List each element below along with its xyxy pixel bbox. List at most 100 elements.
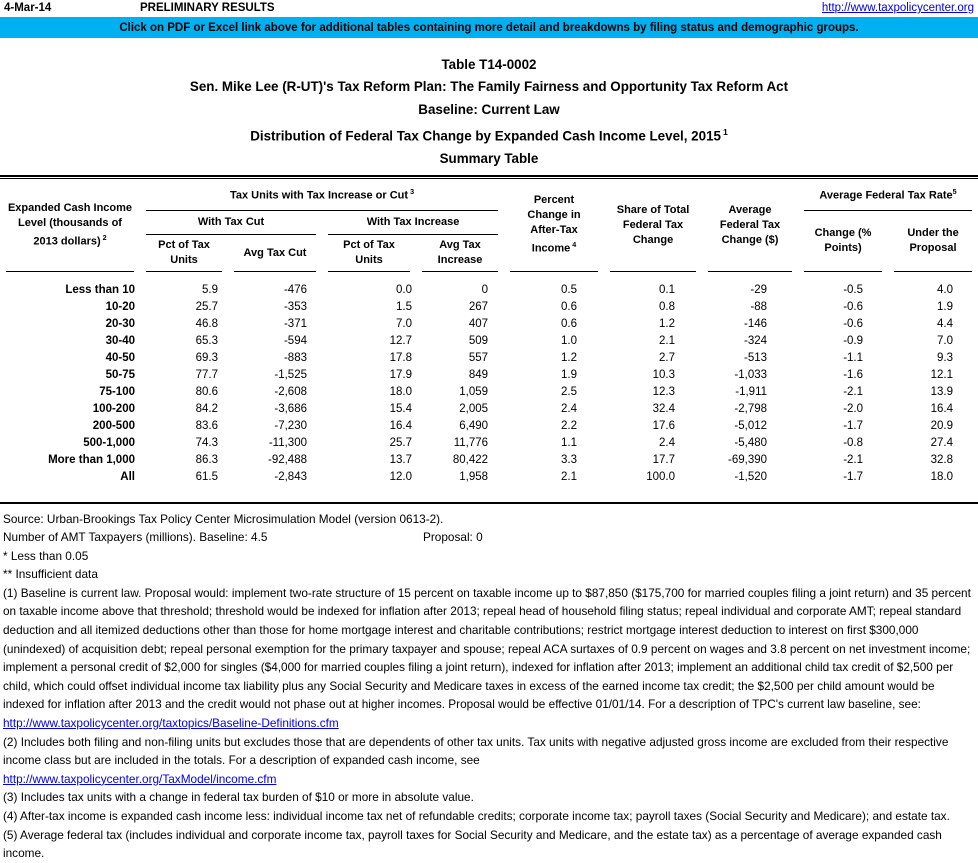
- header-rule: [708, 270, 793, 272]
- value-cell: 2.2: [561, 419, 578, 432]
- value-cell: -88: [750, 300, 768, 313]
- income-definition-link[interactable]: http://www.taxpolicycenter.org/TaxModel/…: [3, 771, 277, 786]
- table-row: 200-500 83.6 -7,230 16.4 6,490 2.2 17.6 -5,012 -…: [0, 418, 978, 435]
- value-cell: -2.1: [843, 385, 864, 398]
- value-cell: -0.6: [843, 317, 864, 330]
- income-level-label: More than 1,000: [48, 453, 135, 466]
- value-cell: 18.0: [389, 385, 412, 398]
- summary-table-title: Summary Table: [439, 151, 539, 167]
- value-cell: 80.6: [195, 385, 218, 398]
- value-cell: 17.9: [389, 368, 412, 381]
- value-cell: 17.6: [652, 419, 676, 432]
- table-number-title: Table T14-0002: [441, 57, 537, 72]
- header-tax-units-group: Tax Units with Tax Increase or Cut 3: [140, 179, 504, 211]
- value-cell: 0.8: [659, 300, 676, 313]
- value-cell: 0: [481, 283, 489, 296]
- header-rule: [510, 270, 599, 272]
- income-level-label: 500-1,000: [83, 436, 135, 449]
- header-rule: [804, 209, 973, 211]
- value-cell: 12.7: [389, 334, 412, 347]
- value-cell: 16.4: [930, 402, 954, 415]
- plan-title: Sen. Mike Lee (R-UT)'s Tax Reform Plan: …: [189, 79, 789, 95]
- value-cell: 1.5: [396, 300, 412, 313]
- header-rule: [146, 209, 499, 211]
- table-body: Less than 10 5.9 -476 0.0 0 0.5 0.1 -29 -0.5 4.0 1…: [0, 272, 978, 486]
- header-avg-tax-cut: Avg Tax Cut: [228, 235, 322, 272]
- value-cell: 2.1: [561, 470, 578, 483]
- header-rule: [894, 270, 973, 272]
- value-cell: 100.0: [646, 470, 676, 483]
- value-cell: -883: [283, 351, 307, 364]
- value-cell: 5.9: [202, 283, 218, 296]
- value-cell: 4.4: [937, 317, 954, 330]
- table-row: 40-50 69.3 -883 17.8 557 1.2 2.7 -513 -1.1 9.3: [0, 350, 978, 367]
- value-cell: -1,520: [734, 470, 768, 483]
- value-cell: 0.1: [659, 283, 676, 296]
- header-rate-under-proposal: Under the Proposal: [888, 211, 978, 272]
- table-row: 500-1,000 74.3 -11,300 25.7 11,776 1.1 2.4 -5,4…: [0, 435, 978, 452]
- value-cell: 46.8: [195, 317, 218, 330]
- value-cell: 9.3: [937, 351, 954, 364]
- value-cell: 2.5: [561, 385, 578, 398]
- value-cell: -513: [743, 351, 768, 364]
- value-cell: 13.9: [930, 385, 954, 398]
- value-cell: -2.0: [843, 402, 864, 415]
- baseline-definitions-link[interactable]: http://www.taxpolicycenter.org/taxtopics…: [3, 716, 339, 731]
- value-cell: 12.1: [930, 368, 954, 381]
- value-cell: 509: [468, 334, 489, 347]
- value-cell: -0.6: [843, 300, 864, 313]
- distribution-title: Distribution of Federal Tax Change by Ex…: [250, 127, 728, 144]
- value-cell: 77.7: [195, 368, 218, 381]
- value-cell: 16.4: [389, 419, 412, 432]
- header-rule: [234, 270, 316, 272]
- taxpolicycenter-link[interactable]: http://www.taxpolicycenter.org: [821, 2, 974, 14]
- value-cell: 557: [468, 351, 489, 364]
- value-cell: 86.3: [195, 453, 218, 466]
- table-top-double-rule: [0, 174, 978, 179]
- table-row: 100-200 84.2 -3,686 15.4 2,005 2.4 32.4 -2,798 -…: [0, 401, 978, 418]
- value-cell: 80,422: [452, 453, 489, 466]
- value-cell: 2,005: [459, 402, 489, 415]
- income-level-label: All: [120, 470, 135, 483]
- value-cell: 17.8: [389, 351, 412, 364]
- footnote-4: (4) After-tax income is expanded cash in…: [3, 809, 950, 823]
- value-cell: -2,843: [274, 470, 307, 483]
- value-cell: -5,012: [734, 419, 768, 432]
- value-cell: -0.5: [843, 283, 864, 296]
- income-level-label: 200-500: [92, 419, 135, 432]
- value-cell: 74.3: [195, 436, 218, 449]
- value-cell: 1.2: [561, 351, 578, 364]
- income-level-label: 75-100: [99, 385, 135, 398]
- income-level-label: 10-20: [105, 300, 135, 313]
- table-bottom-rule: [0, 501, 978, 504]
- value-cell: 407: [468, 317, 489, 330]
- value-cell: 32.4: [652, 402, 676, 415]
- value-cell: 32.8: [930, 453, 954, 466]
- value-cell: -1.7: [843, 419, 864, 432]
- value-cell: 7.0: [396, 317, 412, 330]
- income-level-label: 30-40: [105, 334, 135, 347]
- table-header: Expanded Cash Income Level (thousands of…: [0, 179, 978, 272]
- footnote-2: (2) Includes both filing and non-filing …: [3, 734, 949, 768]
- value-cell: -2,608: [274, 385, 307, 398]
- value-cell: -69,390: [728, 453, 768, 466]
- value-cell: 0.0: [396, 283, 412, 296]
- footnote-3: (3) Includes tax units with a change in …: [3, 790, 474, 805]
- table-row: 20-30 46.8 -371 7.0 407 0.6 1.2 -146 -0.6 4.4: [0, 316, 978, 333]
- value-cell: 1.2: [659, 317, 676, 330]
- value-cell: 20.9: [930, 419, 954, 432]
- value-cell: 69.3: [195, 351, 218, 364]
- value-cell: -3,686: [274, 402, 307, 415]
- value-cell: 4.0: [937, 283, 954, 296]
- footnote-1: (1) Baseline is current law. Proposal wo…: [3, 585, 971, 712]
- info-banner: Click on PDF or Excel link above for add…: [0, 17, 978, 38]
- income-level-label: 20-30: [105, 317, 135, 330]
- value-cell: -11,300: [268, 436, 307, 449]
- value-cell: -7,230: [274, 419, 307, 432]
- income-level-label: 100-200: [92, 402, 135, 415]
- amt-baseline-value: Number of AMT Taxpayers (millions). Base…: [3, 530, 268, 545]
- value-cell: 1.0: [561, 334, 578, 347]
- header-pct-units-cut: Pct of Tax Units: [140, 235, 228, 272]
- table-row: 75-100 80.6 -2,608 18.0 1,059 2.5 12.3 -1,911 -2…: [0, 384, 978, 401]
- value-cell: 1,958: [459, 470, 489, 483]
